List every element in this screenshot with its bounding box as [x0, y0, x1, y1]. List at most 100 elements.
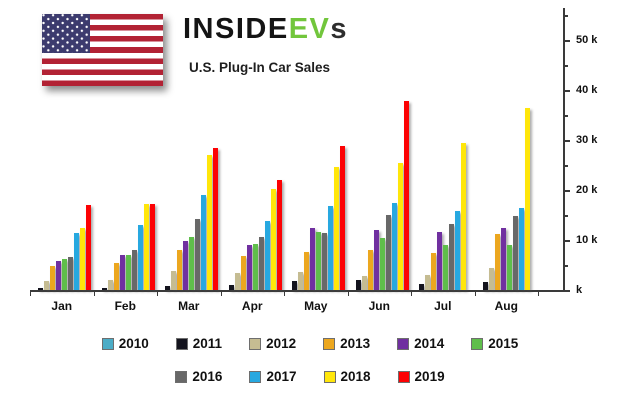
insideevs-logo: INSIDEEVs — [183, 13, 348, 46]
bar-2012-jul — [425, 274, 431, 290]
y-minor-tick — [564, 215, 568, 217]
bar-2012-jun — [361, 275, 367, 290]
bar-group-jul — [413, 8, 472, 290]
y-minor-tick — [564, 15, 568, 17]
legend-item-2017: 2017 — [249, 369, 297, 384]
bar-2019-may — [340, 145, 346, 290]
bar-2016-feb — [131, 250, 137, 290]
bar-2014-jul — [437, 232, 443, 290]
x-boundary-tick — [347, 291, 349, 296]
bar-2014-mar — [183, 241, 189, 290]
bar-2011-mar — [165, 285, 171, 290]
bar-group-apr — [223, 8, 282, 290]
legend-swatch-2013 — [323, 337, 336, 350]
bar-2011-jan — [38, 288, 44, 290]
legend-item-2010: 2010 — [101, 336, 149, 351]
bar-2011-jul — [419, 283, 425, 290]
bar-2018-jun — [397, 162, 403, 290]
bar-2013-jun — [367, 249, 373, 290]
bar-2016-jul — [449, 224, 455, 290]
x-boundary-tick — [30, 291, 31, 296]
legend-label-2010: 2010 — [118, 336, 149, 351]
legend-item-2019: 2019 — [397, 369, 445, 384]
x-boundary-tick — [538, 291, 539, 296]
bar-2011-apr — [228, 284, 234, 290]
bar-2015-jan — [62, 258, 68, 290]
bar-2017-jul — [455, 211, 461, 290]
x-boundary-tick — [93, 291, 95, 296]
bar-2017-mar — [201, 195, 207, 290]
bar-group-jun — [350, 8, 409, 290]
bar-2015-may — [316, 232, 322, 290]
legend-swatch-2012 — [249, 337, 262, 350]
bar-2018-jan — [80, 228, 86, 290]
bar-2018-apr — [270, 189, 276, 290]
legend-swatch-2011 — [175, 337, 188, 350]
legend-item-2011: 2011 — [175, 336, 222, 351]
legend-row-2: 2016 2017 2018 2019 — [0, 369, 620, 384]
logo-text-inside: INSIDE — [183, 13, 289, 45]
bar-2017-feb — [137, 225, 143, 290]
bar-2019-mar — [213, 147, 219, 290]
bar-2015-jul — [443, 245, 449, 290]
y-major-tick — [564, 240, 570, 242]
y-tick-label: 50 k — [576, 33, 598, 46]
bar-2014-may — [310, 228, 316, 290]
bar-2017-apr — [264, 221, 270, 290]
bar-2019-jan — [86, 205, 92, 290]
x-boundary-tick — [157, 291, 158, 296]
bar-2018-mar — [207, 155, 213, 290]
bar-2014-feb — [119, 254, 125, 290]
bar-2019-apr — [276, 180, 282, 290]
bar-group-aug — [477, 8, 536, 290]
bar-2015-apr — [252, 244, 258, 290]
bar-2012-mar — [171, 270, 177, 290]
legend-swatch-2010 — [101, 337, 114, 350]
legend-label-2015: 2015 — [488, 336, 519, 351]
legend-item-2012: 2012 — [249, 336, 296, 351]
y-major-tick — [564, 290, 570, 292]
y-major-tick — [564, 90, 570, 92]
legend-item-2018: 2018 — [323, 369, 371, 384]
bar-group-jan — [32, 8, 92, 290]
us-flag-canton — [42, 14, 90, 53]
bar-2014-aug — [500, 227, 506, 290]
bar-2014-jun — [373, 229, 379, 290]
month-label-feb: Feb — [114, 299, 136, 313]
y-tick-label: 10 k — [576, 233, 598, 246]
bar-group-feb — [96, 8, 155, 290]
legend-label-2012: 2012 — [266, 336, 297, 351]
y-axis — [563, 8, 565, 292]
bar-2019-feb — [149, 204, 155, 290]
bar-2013-apr — [240, 255, 246, 290]
legend-label-2016: 2016 — [192, 369, 223, 384]
month-label-may: May — [304, 299, 328, 313]
legend-label-2013: 2013 — [340, 336, 371, 351]
bar-2013-jan — [50, 265, 56, 290]
legend-label-2017: 2017 — [266, 369, 297, 384]
bar-2016-apr — [258, 237, 264, 290]
x-boundary-tick — [220, 291, 222, 296]
bar-2018-jul — [461, 142, 467, 290]
bar-2012-aug — [488, 267, 494, 290]
bar-2013-may — [304, 251, 310, 290]
bar-2016-may — [322, 232, 328, 290]
y-minor-tick — [564, 115, 568, 117]
legend-label-2014: 2014 — [414, 336, 445, 351]
bar-group-may — [286, 8, 346, 290]
us-flag — [42, 14, 163, 86]
month-label-aug: Aug — [494, 299, 518, 313]
legend-item-2013: 2013 — [323, 336, 370, 351]
bar-2014-apr — [246, 245, 252, 290]
legend-item-2015: 2015 — [471, 336, 518, 351]
bar-2019-jun — [403, 101, 409, 290]
bar-2013-mar — [177, 250, 183, 290]
legend-item-2014: 2014 — [397, 336, 444, 351]
x-boundary-tick — [284, 291, 285, 296]
legend-swatch-2017 — [249, 370, 262, 383]
y-minor-tick — [564, 265, 568, 267]
bar-group-mar — [159, 8, 219, 290]
legend-swatch-2015 — [471, 337, 484, 350]
bar-2013-feb — [113, 262, 119, 290]
